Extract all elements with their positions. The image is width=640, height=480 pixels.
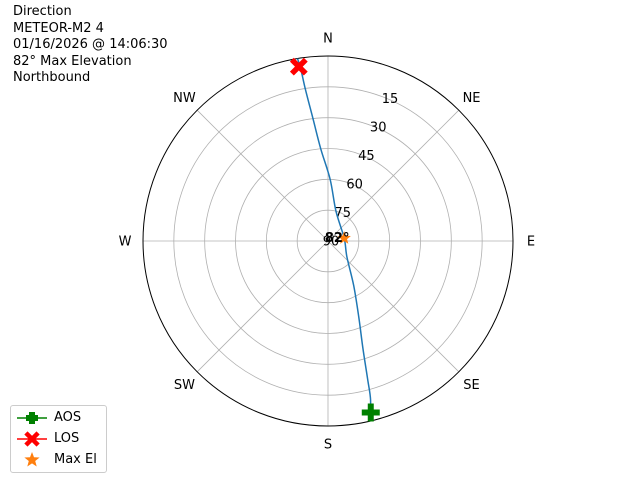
max-el-marker (337, 231, 351, 244)
star-marker-icon (24, 452, 40, 467)
direction-label-w: W (119, 235, 132, 250)
legend: AOS LOS Max El (10, 405, 107, 473)
legend-entry-max-el: Max El (11, 450, 106, 470)
legend-label-los: LOS (54, 431, 80, 446)
elevation-tick-label-30: 30 (370, 121, 387, 136)
aos-marker (361, 403, 380, 422)
elevation-tick-label-75: 75 (335, 206, 352, 221)
spoke-sw (196, 240, 329, 373)
elevation-tick-label-15: 15 (382, 92, 399, 107)
plus-marker-icon (17, 412, 47, 424)
direction-label-ne: NE (463, 91, 481, 106)
los-marker-stroke-b (289, 57, 308, 76)
direction-label-sw: SW (174, 378, 195, 393)
polar-frame (142, 55, 514, 427)
info-line-datetime: 01/16/2026 @ 14:06:30 (13, 37, 168, 52)
spoke-ne (327, 109, 460, 242)
spoke-nw (196, 109, 329, 242)
info-line-satellite: METEOR-M2 4 (13, 20, 104, 36)
marker-layer: 82° (289, 57, 380, 422)
direction-label-n: N (323, 32, 333, 47)
spoke-se (327, 240, 460, 373)
legend-label-aos: AOS (54, 410, 82, 425)
elevation-tick-label-45: 45 (358, 149, 375, 164)
info-line-max-elevation: 82° Max Elevation (13, 53, 132, 69)
direction-label-s: S (324, 438, 332, 453)
elevation-tick-label-60: 60 (346, 178, 363, 193)
info-line-heading: Northbound (13, 70, 91, 85)
info-line-direction: Direction (13, 4, 72, 19)
direction-label-se: SE (463, 378, 479, 393)
direction-label-nw: NW (173, 91, 196, 106)
legend-label-max-el: Max El (54, 452, 97, 467)
elevation-tick-label-90: 90 (323, 235, 340, 250)
legend-entry-los: LOS (11, 429, 106, 449)
los-marker (289, 57, 308, 76)
direction-label-e: E (527, 235, 535, 250)
pass-info: Direction METEOR-M2 4 01/16/2026 @ 14:06… (13, 4, 168, 87)
legend-entry-aos: AOS (11, 408, 106, 428)
max-el-label: 82° (325, 231, 350, 246)
tick-label-layer: N NE E SE S SW W NW 90 75 60 45 30 15 (119, 32, 536, 453)
grid-layer (142, 55, 514, 427)
x-marker-icon (17, 431, 47, 447)
